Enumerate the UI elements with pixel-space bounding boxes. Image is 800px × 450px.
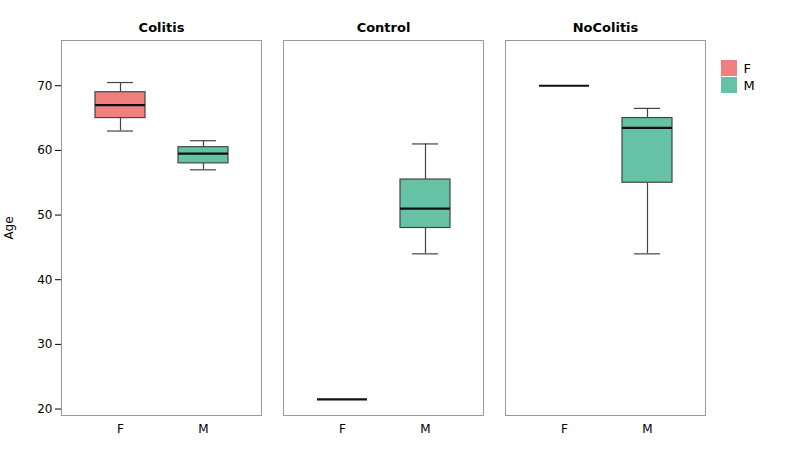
- html-text:F: F: [743, 60, 751, 76]
- svg-text:Age: Age: [2, 216, 16, 239]
- svg-text:Control: Control: [357, 20, 411, 35]
- svg-text:F: F: [117, 422, 124, 436]
- svg-text:Colitis: Colitis: [139, 20, 185, 35]
- svg-text:NoColitis: NoColitis: [573, 20, 639, 35]
- svg-text:M: M: [420, 422, 430, 436]
- svg-text:60: 60: [37, 143, 52, 157]
- svg-text:F: F: [561, 422, 568, 436]
- svg-text:20: 20: [37, 402, 52, 416]
- svg-text:70: 70: [37, 79, 52, 93]
- svg-text:M: M: [642, 422, 652, 436]
- svg-text:30: 30: [37, 337, 52, 351]
- svg-text:50: 50: [37, 208, 52, 222]
- html-text:M: M: [743, 77, 755, 93]
- svg-text:40: 40: [37, 273, 52, 287]
- svg-text:M: M: [198, 422, 208, 436]
- svg-text:F: F: [339, 422, 346, 436]
